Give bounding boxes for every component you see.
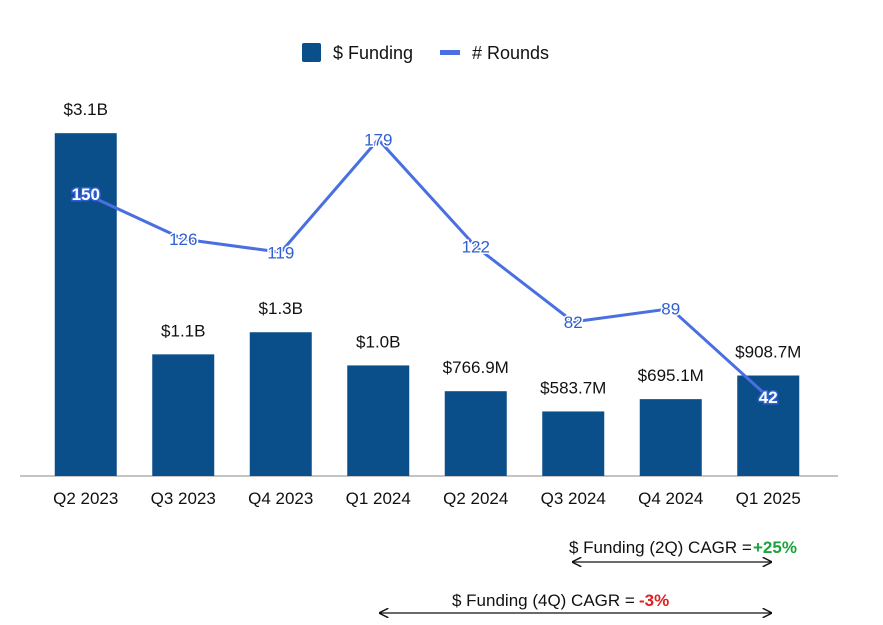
- x-axis-ticks: Q2 2023 Q3 2023 Q4 2023 Q1 2024 Q2 2024 Q3 20…: [53, 489, 801, 508]
- rounds-line: [85, 137, 770, 399]
- bar-q3-2024: [542, 411, 605, 476]
- rounds-point-label: 179: [364, 130, 392, 149]
- bar-q4-2024: [639, 399, 702, 476]
- bar-q4-2023: [249, 332, 312, 476]
- bar-q2-2023: [54, 133, 117, 477]
- x-tick-label: Q3 2024: [541, 489, 606, 508]
- legend-swatch-funding: [302, 43, 321, 62]
- bar-q3-2023: [152, 354, 215, 476]
- x-tick-label: Q3 2023: [151, 489, 216, 508]
- x-tick-label: Q4 2023: [248, 489, 313, 508]
- bar-value-label: $695.1M: [638, 366, 704, 385]
- cagr-4q-annotation: $ Funding (4Q) CAGR = -3%: [380, 591, 771, 613]
- bar-q1-2025: [737, 375, 800, 476]
- x-tick-label: Q2 2023: [53, 489, 118, 508]
- rounds-point-label: 122: [462, 238, 490, 257]
- bar-q2-2024: [444, 391, 507, 476]
- x-tick-label: Q1 2024: [346, 489, 411, 508]
- bar-value-label: $1.1B: [161, 321, 205, 340]
- cagr-4q-label: $ Funding (4Q) CAGR =: [452, 591, 635, 610]
- rounds-point-label: 126: [169, 230, 197, 249]
- cagr-2q-value: +25%: [753, 538, 797, 557]
- bar-value-label: $1.3B: [259, 299, 303, 318]
- x-tick-label: Q1 2025: [736, 489, 801, 508]
- bar-series: [54, 133, 800, 477]
- bar-value-label: $1.0B: [356, 332, 400, 351]
- legend-label-rounds: # Rounds: [472, 43, 549, 63]
- cagr-4q-value: -3%: [639, 591, 669, 610]
- rounds-point-label: 89: [661, 300, 680, 319]
- x-tick-label: Q2 2024: [443, 489, 508, 508]
- x-tick-label: Q4 2024: [638, 489, 703, 508]
- rounds-point-label: 82: [564, 313, 583, 332]
- bar-value-label: $766.9M: [443, 358, 509, 377]
- rounds-point-label: 42: [759, 388, 778, 407]
- rounds-point-label: 119: [267, 243, 294, 262]
- line-series: 150 126 119 179 122 82 89 42: [70, 129, 779, 409]
- bar-value-label: $3.1B: [64, 100, 108, 119]
- bar-value-label: $908.7M: [735, 343, 801, 362]
- legend-label-funding: $ Funding: [333, 43, 413, 63]
- legend-swatch-rounds: [440, 50, 460, 55]
- bar-q1-2024: [347, 365, 410, 476]
- legend: $ Funding # Rounds: [302, 43, 549, 63]
- cagr-2q-annotation: $ Funding (2Q) CAGR = +25%: [569, 538, 797, 562]
- bar-value-labels: $3.1B $1.1B $1.3B $1.0B $766.9M $583.7M $695.1…: [64, 100, 802, 397]
- rounds-point-label: 150: [72, 185, 100, 204]
- bar-value-label: $583.7M: [540, 378, 606, 397]
- cagr-2q-label: $ Funding (2Q) CAGR =: [569, 538, 752, 557]
